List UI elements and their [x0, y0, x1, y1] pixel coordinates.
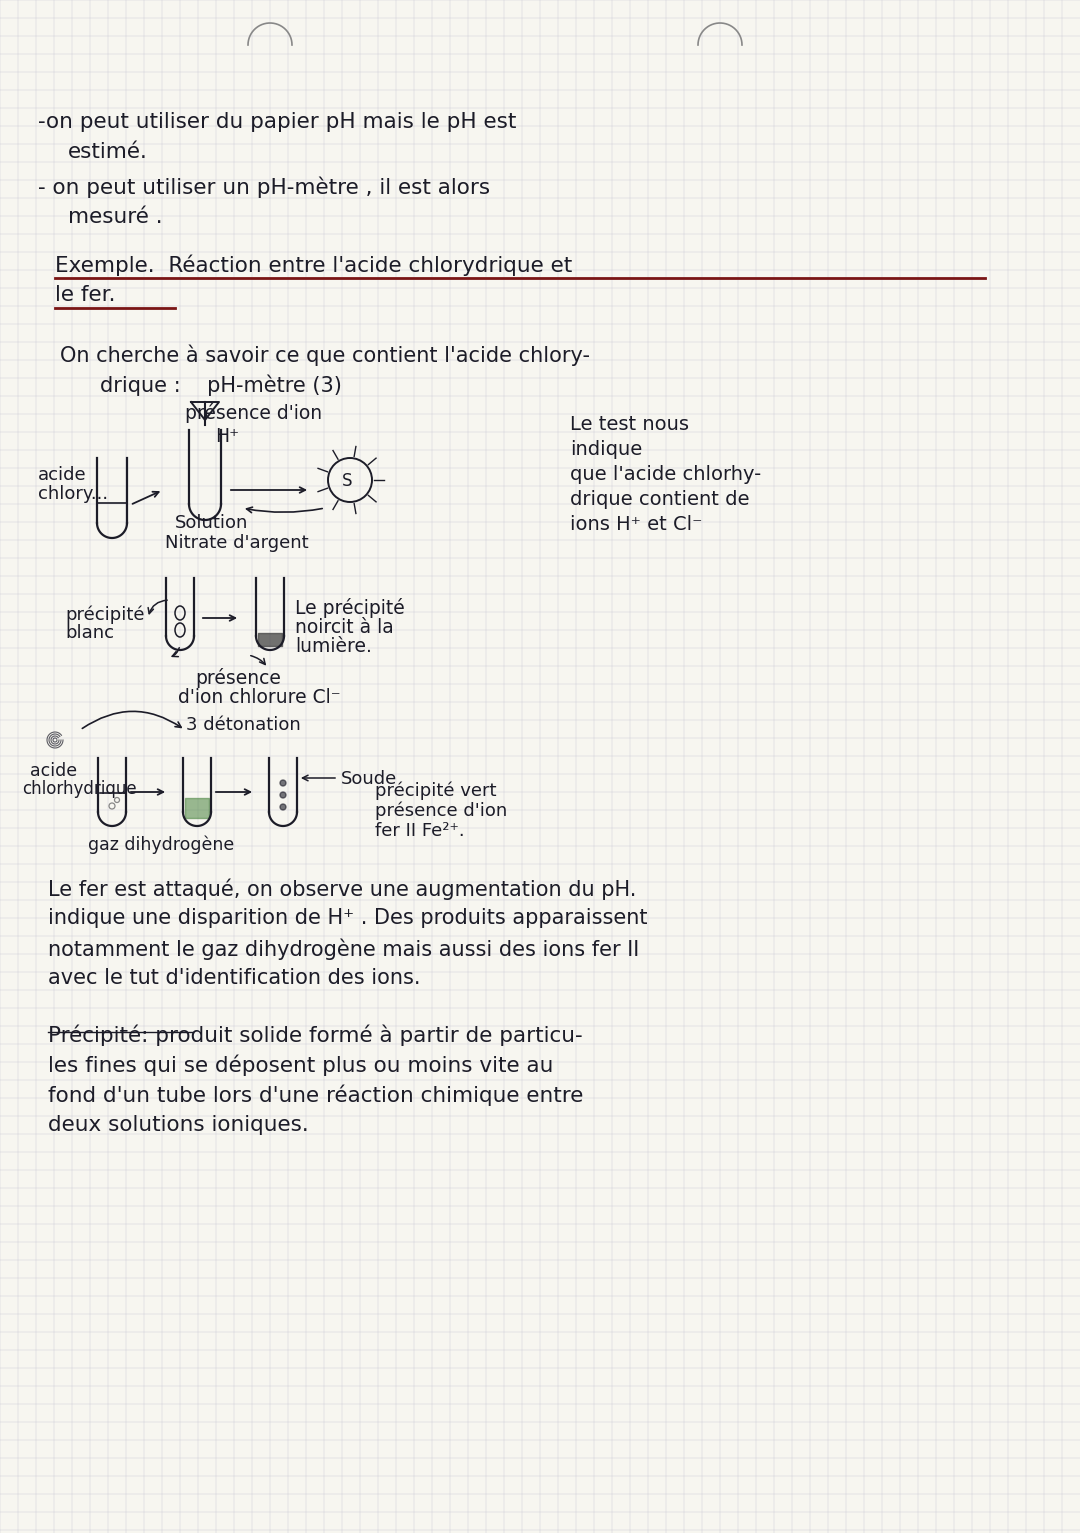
Text: 3 détonation: 3 détonation	[186, 716, 300, 734]
Circle shape	[280, 793, 286, 799]
Text: indique une disparition de H⁺ . Des produits apparaissent: indique une disparition de H⁺ . Des prod…	[48, 908, 648, 927]
Text: ions H⁺ et Cl⁻: ions H⁺ et Cl⁻	[570, 515, 702, 533]
Text: précipité: précipité	[65, 606, 145, 624]
Text: - on peut utiliser un pH-mètre , il est alors: - on peut utiliser un pH-mètre , il est …	[38, 176, 490, 198]
Text: présence d'ion: présence d'ion	[375, 802, 508, 820]
Text: lumière.: lumière.	[295, 638, 372, 656]
Text: chlory...: chlory...	[38, 484, 108, 503]
Text: Nitrate d'argent: Nitrate d'argent	[165, 533, 309, 552]
Text: acide: acide	[30, 762, 77, 780]
Text: drique contient de: drique contient de	[570, 491, 750, 509]
Text: Le précipité: Le précipité	[295, 598, 405, 618]
Text: deux solutions ioniques.: deux solutions ioniques.	[48, 1114, 309, 1134]
Text: Précipité: produit solide formé à partir de particu-: Précipité: produit solide formé à partir…	[48, 1026, 582, 1047]
Text: -on peut utiliser du papier pH mais le pH est: -on peut utiliser du papier pH mais le p…	[38, 112, 516, 132]
Text: notamment le gaz dihydrogène mais aussi des ions fer II: notamment le gaz dihydrogène mais aussi …	[48, 938, 639, 960]
Text: le fer.: le fer.	[55, 285, 116, 305]
Text: Solution: Solution	[175, 514, 248, 532]
Circle shape	[280, 780, 286, 786]
Text: chlorhydrique: chlorhydrique	[22, 780, 137, 799]
Text: gaz dihydrogène: gaz dihydrogène	[87, 835, 234, 854]
Text: blanc: blanc	[65, 624, 114, 642]
Text: H⁺: H⁺	[215, 428, 239, 446]
Text: Exemple.  Réaction entre l'acide chlorydrique et: Exemple. Réaction entre l'acide chlorydr…	[55, 254, 572, 276]
Text: fer II Fe²⁺.: fer II Fe²⁺.	[375, 822, 464, 840]
Text: estimé.: estimé.	[68, 143, 148, 162]
Text: On cherche à savoir ce que contient l'acide chlory-: On cherche à savoir ce que contient l'ac…	[60, 345, 590, 366]
Text: drique :    pH-mètre (3): drique : pH-mètre (3)	[100, 376, 342, 397]
Text: noircit à la: noircit à la	[295, 618, 394, 638]
Text: présence d'ion: présence d'ion	[185, 403, 322, 423]
Text: fond d'un tube lors d'une réaction chimique entre: fond d'un tube lors d'une réaction chimi…	[48, 1085, 583, 1107]
Text: Le fer est attaqué, on observe une augmentation du pH.: Le fer est attaqué, on observe une augme…	[48, 878, 636, 900]
Text: Soude: Soude	[341, 770, 397, 788]
Text: Le test nous: Le test nous	[570, 415, 689, 434]
Text: mesuré .: mesuré .	[68, 207, 163, 227]
Text: que l'acide chlorhy-: que l'acide chlorhy-	[570, 464, 761, 484]
Text: S: S	[342, 472, 352, 491]
Text: présence: présence	[195, 668, 281, 688]
Text: les fines qui se déposent plus ou moins vite au: les fines qui se déposent plus ou moins …	[48, 1055, 553, 1076]
Text: avec le tut d'identification des ions.: avec le tut d'identification des ions.	[48, 967, 420, 987]
Circle shape	[280, 803, 286, 809]
Text: indique: indique	[570, 440, 643, 458]
Text: d'ion chlorure Cl⁻: d'ion chlorure Cl⁻	[178, 688, 340, 707]
Text: acide: acide	[38, 466, 86, 484]
Text: précipité vert: précipité vert	[375, 782, 497, 800]
